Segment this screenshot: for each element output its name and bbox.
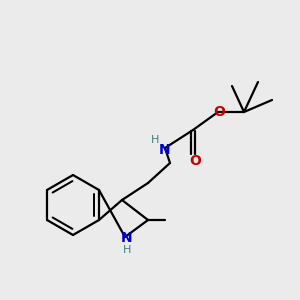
Text: O: O (189, 154, 201, 168)
Text: N: N (159, 143, 171, 157)
Text: O: O (213, 105, 225, 119)
Text: H: H (151, 135, 159, 145)
Text: H: H (123, 245, 131, 255)
Text: N: N (121, 231, 133, 245)
